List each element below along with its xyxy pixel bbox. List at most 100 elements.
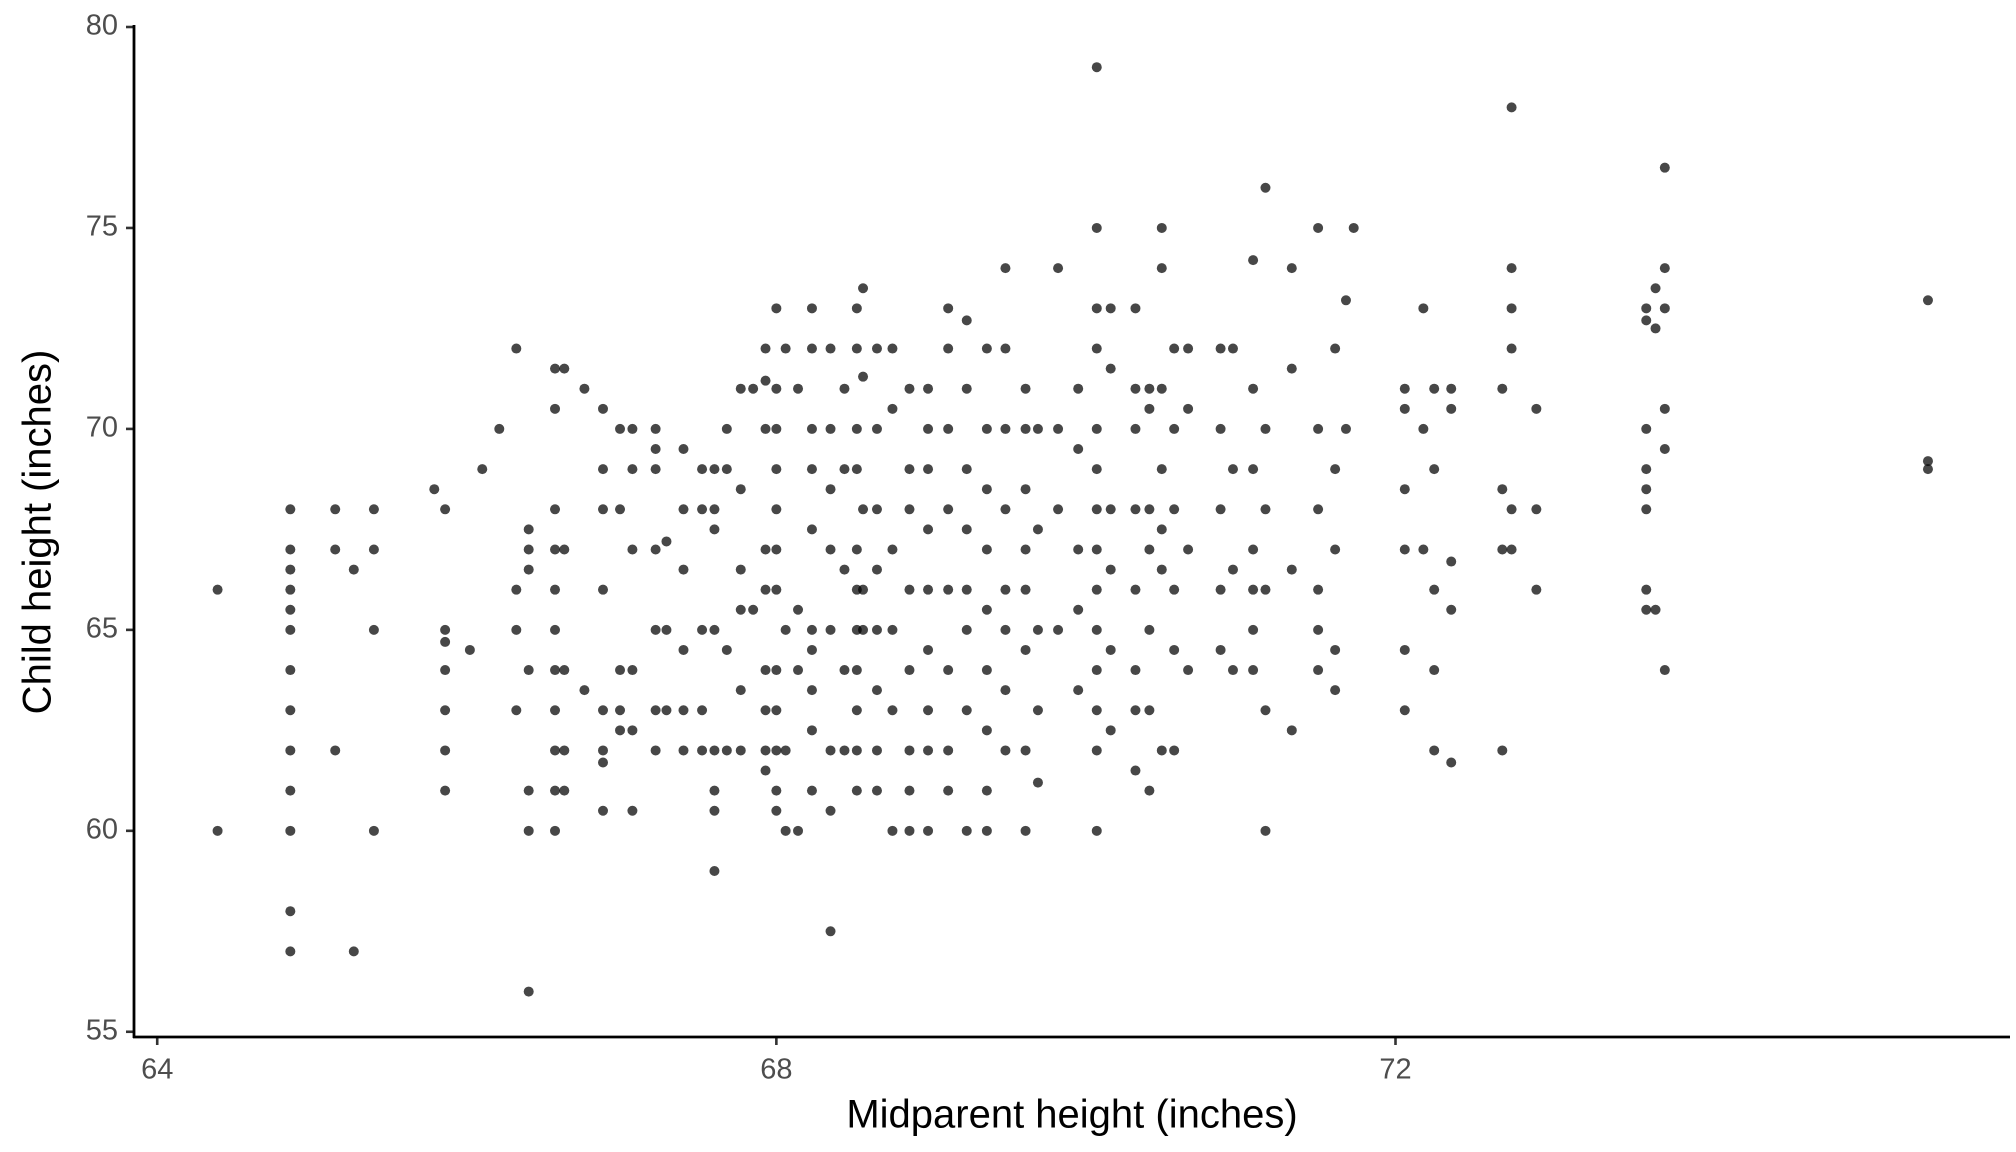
point (1313, 584, 1324, 595)
point (494, 423, 505, 434)
point (1418, 544, 1429, 555)
point (839, 745, 850, 756)
point (760, 705, 771, 716)
point (661, 624, 672, 635)
point (1497, 544, 1508, 555)
point (981, 484, 992, 495)
point (650, 444, 661, 455)
point (661, 705, 672, 716)
point (871, 685, 882, 696)
point (1144, 403, 1155, 414)
point (285, 906, 296, 917)
point (981, 725, 992, 736)
point (212, 584, 223, 595)
point (748, 604, 759, 615)
point (943, 504, 954, 515)
y-tick-label: 55 (86, 1014, 118, 1046)
point (825, 544, 836, 555)
point (1429, 464, 1440, 475)
point (1020, 423, 1031, 434)
point (1105, 363, 1116, 374)
point (1641, 504, 1652, 515)
point (1922, 456, 1933, 467)
point (943, 303, 954, 314)
point (1313, 504, 1324, 515)
point (368, 504, 379, 515)
point (923, 423, 934, 434)
point (981, 544, 992, 555)
point (1169, 584, 1180, 595)
point (550, 584, 561, 595)
point (1446, 383, 1457, 394)
point (1650, 604, 1661, 615)
point (825, 343, 836, 354)
point (598, 504, 608, 515)
point (851, 303, 862, 314)
point (1506, 263, 1517, 274)
point (1922, 295, 1933, 306)
point (1073, 444, 1084, 455)
point (851, 544, 862, 555)
point (961, 624, 972, 635)
point (1091, 504, 1102, 515)
point (1091, 584, 1102, 595)
point (771, 464, 782, 475)
point (697, 504, 708, 515)
point (1313, 423, 1324, 434)
point (1330, 644, 1341, 655)
point (440, 705, 451, 716)
point (961, 464, 972, 475)
point (1091, 544, 1102, 555)
point (1497, 745, 1508, 756)
point (440, 504, 451, 515)
point (523, 785, 534, 796)
point (285, 665, 296, 676)
point (579, 685, 590, 696)
point (1215, 644, 1226, 655)
point (650, 544, 661, 555)
point (923, 464, 934, 475)
point (760, 765, 771, 776)
y-tick-label: 60 (86, 813, 118, 845)
point (1091, 825, 1102, 836)
point (851, 745, 862, 756)
point (825, 745, 836, 756)
point (330, 544, 341, 555)
point (943, 745, 954, 756)
point (697, 745, 708, 756)
point (559, 745, 570, 756)
point (1506, 504, 1517, 515)
point (1020, 484, 1031, 495)
point (1053, 263, 1064, 274)
point (1020, 745, 1031, 756)
point (650, 624, 661, 635)
point (851, 785, 862, 796)
point (1105, 504, 1116, 515)
point (1641, 464, 1652, 475)
point (923, 383, 934, 394)
point (806, 524, 817, 535)
point (1156, 745, 1167, 756)
point (1399, 544, 1410, 555)
y-axis-title: Child height (inches) (16, 350, 60, 715)
point (550, 624, 561, 635)
point (1091, 464, 1102, 475)
point (871, 343, 882, 354)
point (1144, 624, 1155, 635)
point (523, 665, 534, 676)
point (650, 745, 661, 756)
point (858, 504, 869, 515)
point (511, 705, 522, 716)
point (550, 504, 561, 515)
point (1286, 564, 1297, 575)
point (1650, 323, 1661, 334)
point (771, 423, 782, 434)
point (1105, 564, 1116, 575)
point (923, 745, 934, 756)
point (1641, 584, 1652, 595)
point (904, 745, 915, 756)
point (1000, 745, 1011, 756)
point (511, 624, 522, 635)
point (771, 383, 782, 394)
